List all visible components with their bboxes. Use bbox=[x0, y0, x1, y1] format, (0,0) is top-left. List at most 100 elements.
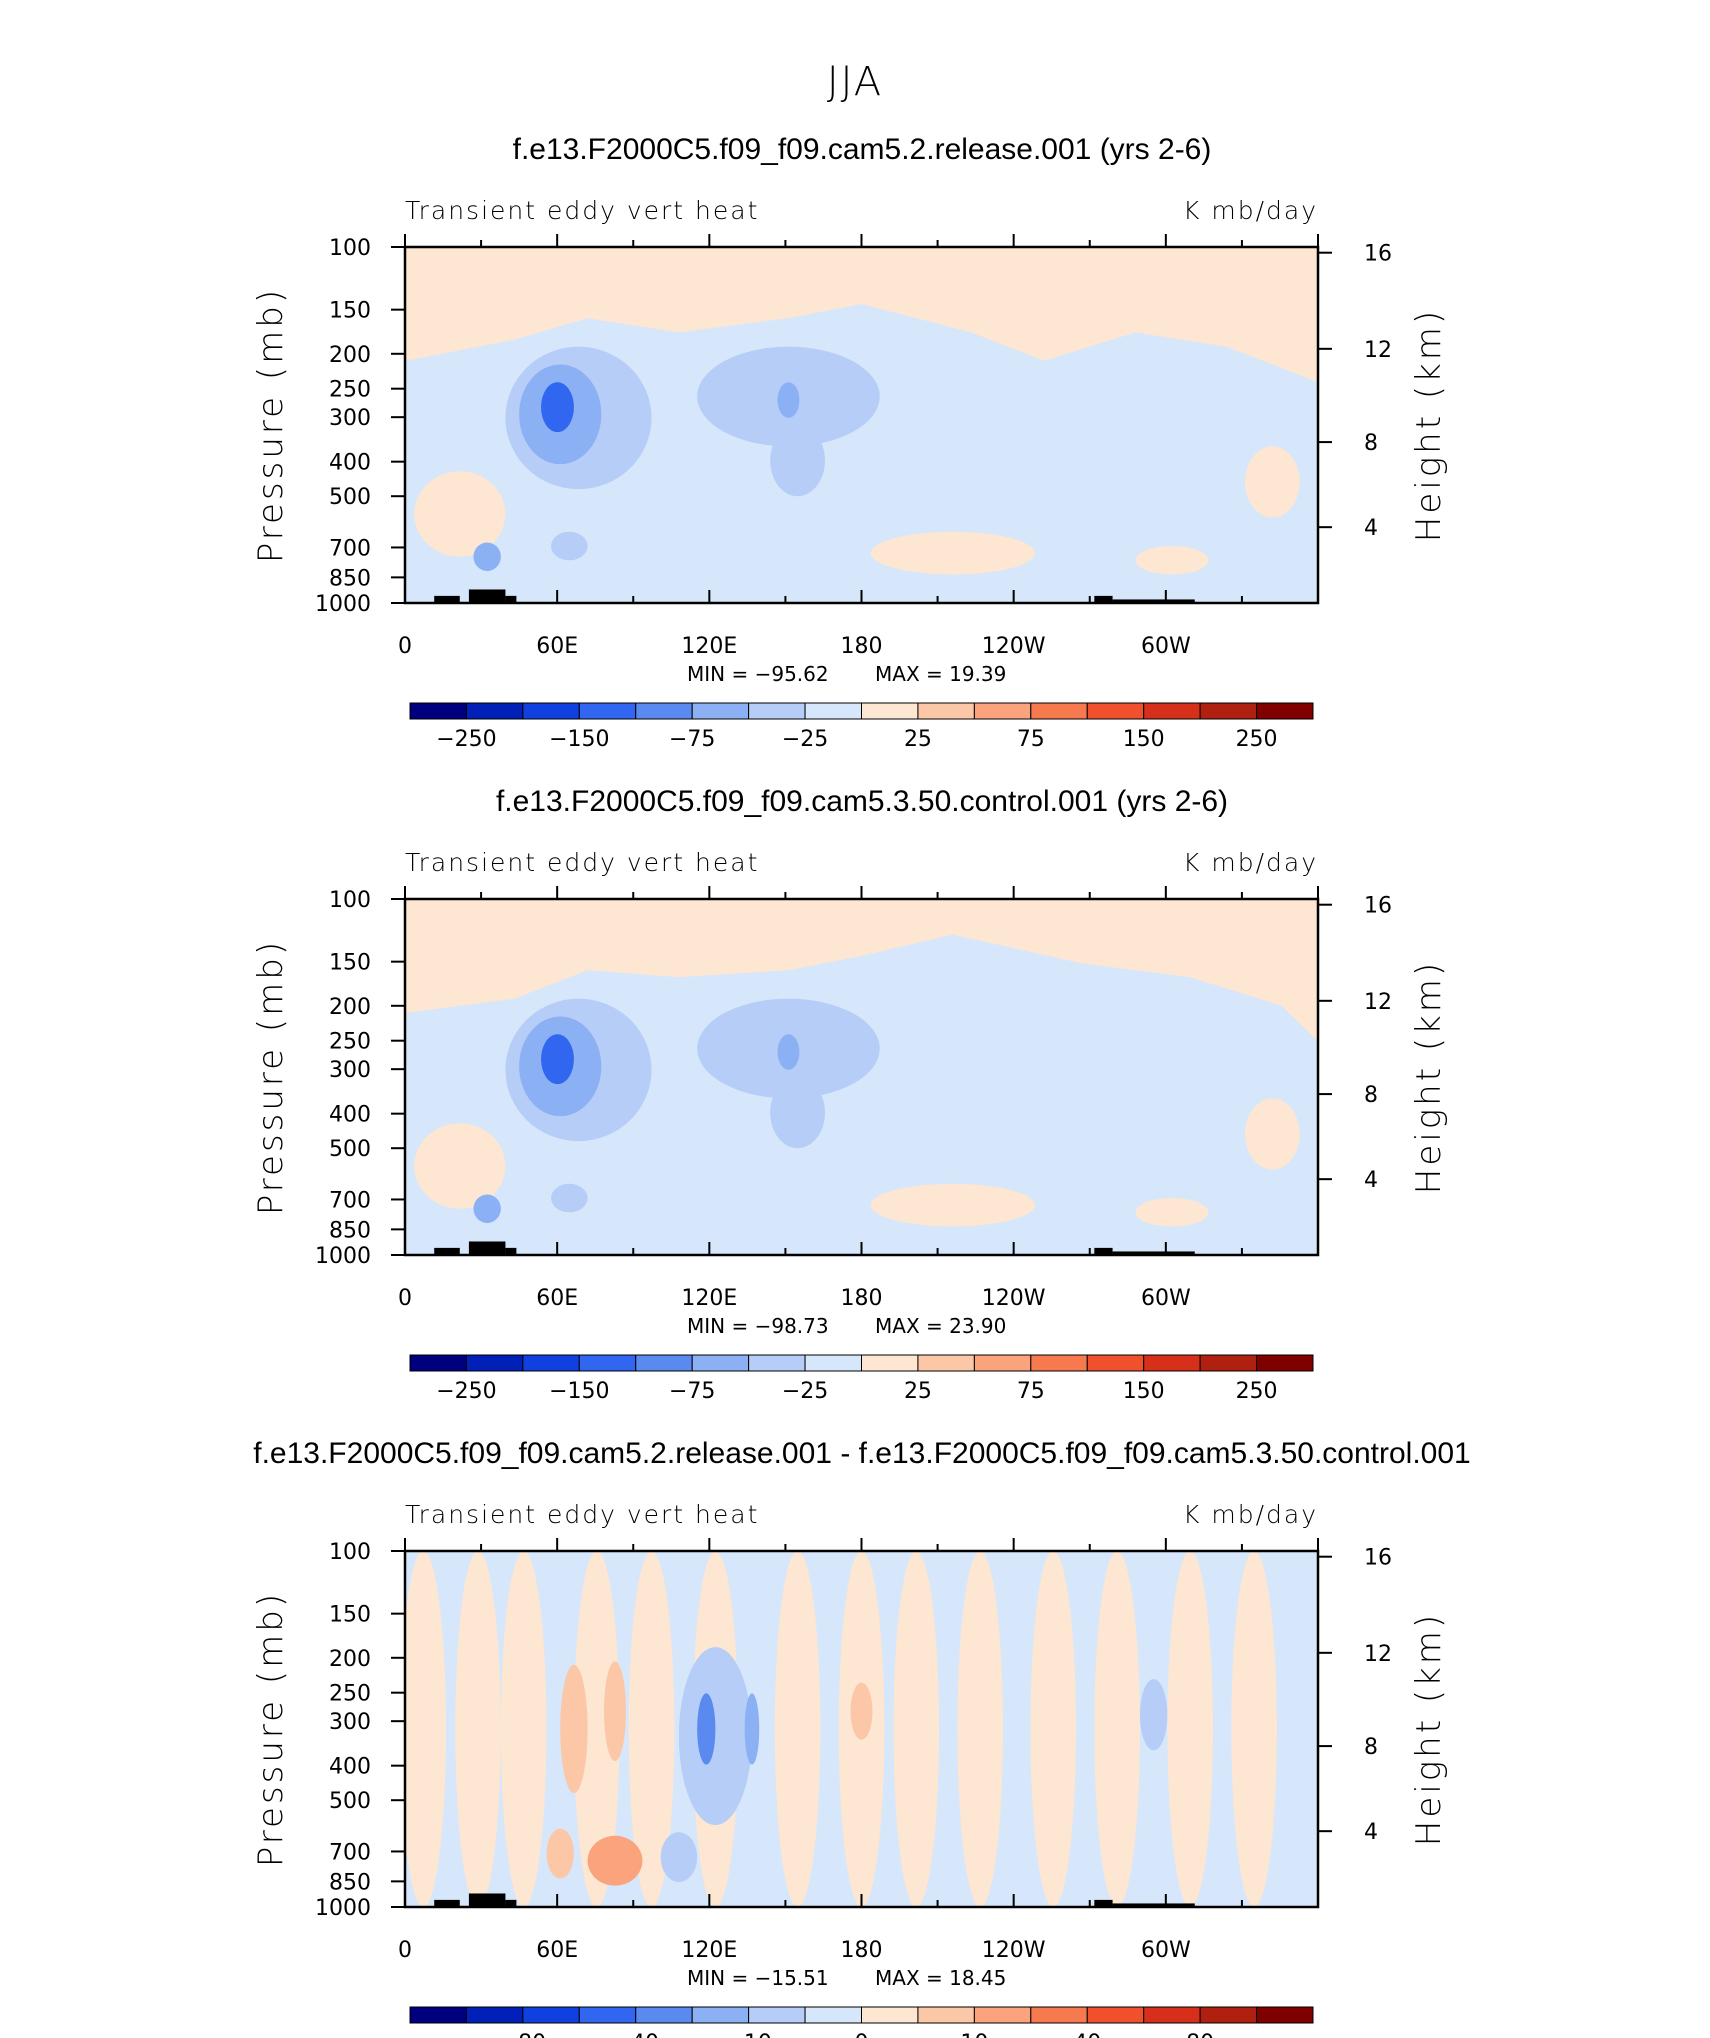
contour-field bbox=[405, 899, 1318, 1255]
y-tick-label: 850 bbox=[329, 1870, 371, 1895]
diff-positive-core-5 bbox=[850, 1682, 873, 1740]
colorbar-box bbox=[917, 2006, 975, 2024]
diff-stripe-9 bbox=[893, 1551, 940, 1907]
diff-positive-core-2 bbox=[604, 1661, 626, 1762]
max-label: MAX = 19.39 bbox=[875, 662, 1006, 686]
diff-positive-core-3 bbox=[587, 1835, 643, 1886]
x-tick-label: 60W bbox=[1141, 1938, 1191, 1963]
x-tick-label: 120W bbox=[982, 634, 1046, 659]
colorbar-box bbox=[465, 702, 524, 720]
variable-label: Transient eddy vert heat bbox=[405, 1500, 759, 1529]
x-tick-label: 60E bbox=[536, 1286, 578, 1311]
colorbar-label: 25 bbox=[904, 727, 932, 752]
height-tick-label: 16 bbox=[1364, 1546, 1392, 1571]
negative-low-india bbox=[551, 531, 588, 561]
negative-low-india bbox=[551, 1183, 588, 1213]
positive-patch-pacific bbox=[870, 531, 1035, 575]
negative-core-pacific-inner bbox=[777, 382, 800, 418]
colorbar-label: 10 bbox=[960, 2031, 988, 2038]
y-tick-label: 250 bbox=[329, 1030, 371, 1055]
diff-positive-core-1 bbox=[560, 1664, 588, 1794]
diff-stripe-3 bbox=[500, 1551, 547, 1907]
y-tick-label: 200 bbox=[329, 1647, 371, 1672]
colorbar-box bbox=[917, 702, 975, 720]
colorbar-box bbox=[748, 1354, 806, 1372]
colorbar-box bbox=[1143, 1354, 1201, 1372]
colorbar-box bbox=[1086, 1354, 1145, 1372]
y-tick-label: 200 bbox=[329, 343, 371, 368]
x-tick-label: 180 bbox=[841, 1938, 883, 1963]
colorbar-box bbox=[522, 702, 580, 720]
min-label: MIN = −95.62 bbox=[687, 662, 829, 686]
max-label: MAX = 23.90 bbox=[875, 1314, 1006, 1338]
height-tick-label: 4 bbox=[1364, 1820, 1378, 1845]
topography-4 bbox=[1094, 595, 1113, 603]
y-tick-label: 100 bbox=[329, 236, 371, 261]
max-label: MAX = 18.45 bbox=[875, 1966, 1006, 1990]
x-tick-label: 120E bbox=[681, 634, 737, 659]
colorbar-box bbox=[1199, 2006, 1258, 2024]
min-label: MIN = −98.73 bbox=[687, 1314, 829, 1338]
x-tick-label: 120E bbox=[681, 1286, 737, 1311]
colorbar-box bbox=[861, 1354, 919, 1372]
panel-1: f.e13.F2000C5.f09_f09.cam5.2.release.001… bbox=[251, 133, 1449, 752]
topography-2 bbox=[468, 589, 506, 603]
colorbar-label: 75 bbox=[1017, 1379, 1045, 1404]
colorbar-label: 40 bbox=[1073, 2031, 1101, 2038]
diff-stripe-2 bbox=[455, 1551, 501, 1907]
topography-4 bbox=[1094, 1247, 1113, 1255]
topography-4 bbox=[1094, 1899, 1113, 1907]
colorbar-label: 250 bbox=[1236, 727, 1278, 752]
positive-patch-east bbox=[1244, 1098, 1300, 1170]
x-tick-label: 60E bbox=[536, 1938, 578, 1963]
positive-patch-atlantic bbox=[1135, 546, 1209, 575]
diff-negative-core-5 bbox=[660, 1832, 698, 1883]
colorbar-label: −25 bbox=[782, 1379, 828, 1404]
y-tick-label: 250 bbox=[329, 1682, 371, 1707]
colorbar-box bbox=[1199, 1354, 1258, 1372]
panel-2: f.e13.F2000C5.f09_f09.cam5.3.50.control.… bbox=[251, 785, 1449, 1404]
topography-2 bbox=[468, 1241, 506, 1255]
colorbar-box bbox=[1030, 1354, 1088, 1372]
colorbar-box bbox=[1199, 702, 1258, 720]
x-tick-label: 120W bbox=[982, 1286, 1046, 1311]
contour-field bbox=[405, 1551, 1318, 1907]
y-tick-label: 850 bbox=[329, 1218, 371, 1243]
height-tick-label: 12 bbox=[1364, 1642, 1392, 1667]
height-axis-title: Height (km) bbox=[1409, 308, 1449, 542]
colorbar-label: −40 bbox=[613, 2031, 659, 2038]
colorbar-box bbox=[691, 2006, 750, 2024]
negative-low-africa bbox=[473, 1194, 501, 1223]
x-tick-label: 60W bbox=[1141, 634, 1191, 659]
diff-negative-core-2 bbox=[697, 1693, 716, 1765]
topography-1 bbox=[434, 1247, 460, 1255]
colorbar-box bbox=[973, 702, 1032, 720]
y-tick-label: 500 bbox=[329, 485, 371, 510]
negative-core-asia-inner bbox=[541, 382, 574, 433]
colorbar-label: 250 bbox=[1236, 1379, 1278, 1404]
colorbar-box bbox=[465, 1354, 524, 1372]
height-tick-label: 8 bbox=[1364, 431, 1378, 456]
topography-5 bbox=[1112, 1251, 1195, 1255]
colorbar-box bbox=[917, 1354, 975, 1372]
colorbar-label: 80 bbox=[1186, 2031, 1214, 2038]
height-tick-label: 4 bbox=[1364, 1168, 1378, 1193]
y-tick-label: 400 bbox=[329, 451, 371, 476]
diff-stripe-10 bbox=[957, 1551, 1004, 1907]
upper-positive-region bbox=[405, 247, 1318, 383]
colorbar-box bbox=[973, 1354, 1032, 1372]
colorbar-box bbox=[1086, 702, 1145, 720]
negative-core-pacific-inner bbox=[777, 1034, 800, 1070]
colorbar-box bbox=[1143, 702, 1201, 720]
colorbar-box bbox=[522, 2006, 580, 2024]
y-tick-label: 500 bbox=[329, 1789, 371, 1814]
upper-positive-region bbox=[405, 899, 1318, 1042]
height-tick-label: 16 bbox=[1364, 894, 1392, 919]
positive-patch-west bbox=[414, 1123, 506, 1209]
colorbar-label: −25 bbox=[782, 727, 828, 752]
topography-2 bbox=[468, 1893, 506, 1907]
pressure-axis-title: Pressure (mb) bbox=[251, 287, 291, 563]
colorbar-label: −75 bbox=[669, 1379, 715, 1404]
topography-5 bbox=[1112, 599, 1195, 603]
